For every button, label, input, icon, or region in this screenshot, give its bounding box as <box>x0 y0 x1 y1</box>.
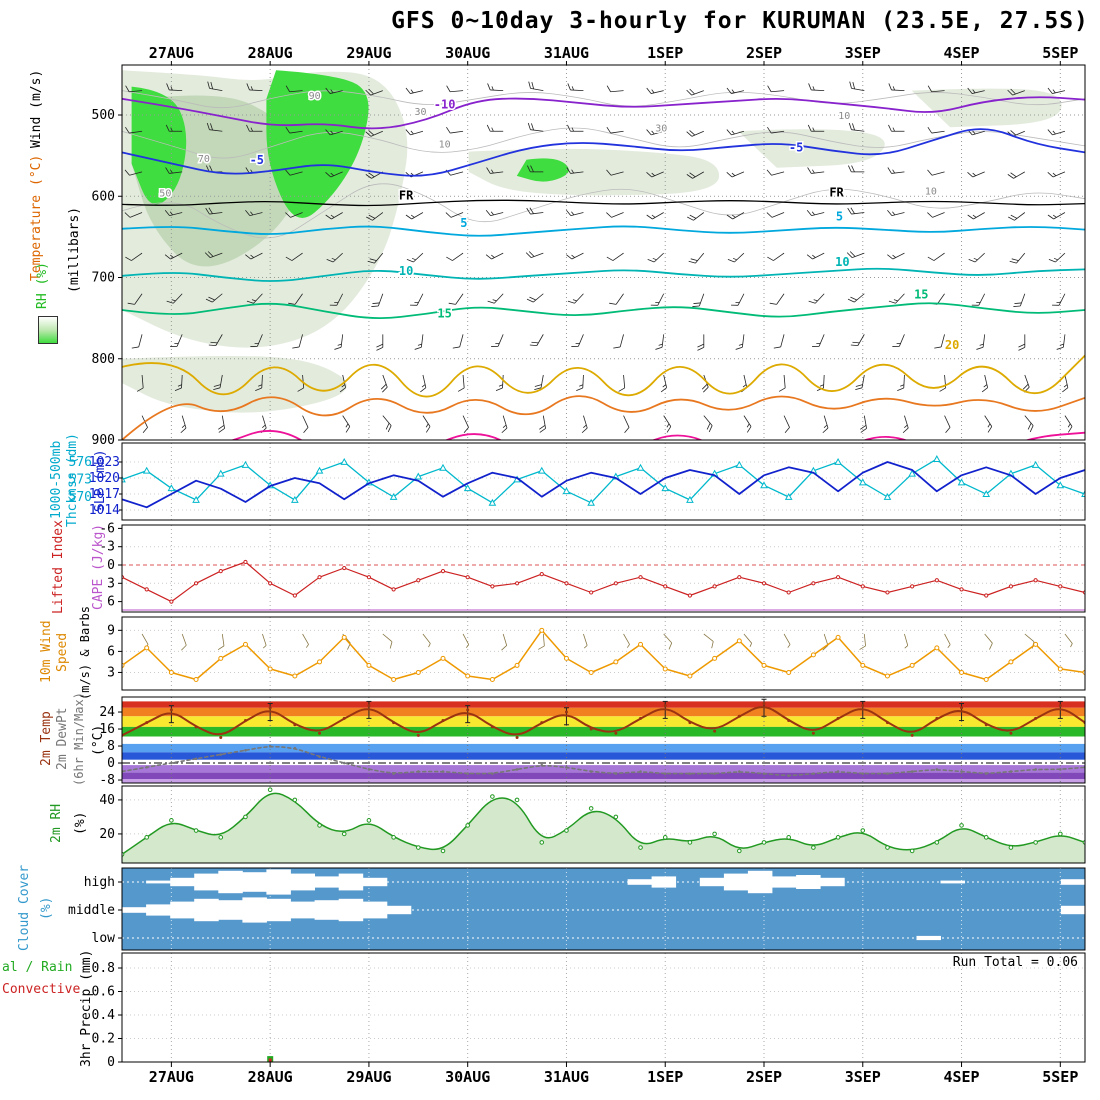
axis-label-precip-total-rain: al / Rain <box>2 960 73 975</box>
svg-text:30: 30 <box>655 123 667 134</box>
svg-text:5: 5 <box>836 210 843 224</box>
svg-text:31AUG: 31AUG <box>544 1068 589 1086</box>
svg-text:30AUG: 30AUG <box>445 1068 490 1086</box>
svg-text:700: 700 <box>92 271 115 286</box>
panel-2m-temp <box>122 697 1085 783</box>
svg-text:30: 30 <box>415 107 427 118</box>
svg-text:28AUG: 28AUG <box>248 1068 293 1086</box>
panel-slp-thickness <box>122 443 1085 520</box>
svg-text:0.6: 0.6 <box>92 985 115 1000</box>
svg-text:29AUG: 29AUG <box>346 44 391 62</box>
svg-text:1SEP: 1SEP <box>647 1068 683 1086</box>
svg-text:3: 3 <box>107 665 115 680</box>
svg-text:576: 576 <box>69 455 92 470</box>
run-total-text: Run Total = 0.06 <box>952 955 1078 970</box>
svg-text:6: 6 <box>107 595 115 610</box>
svg-text:27AUG: 27AUG <box>149 1068 194 1086</box>
svg-text:90: 90 <box>309 91 321 102</box>
svg-text:24: 24 <box>99 705 115 720</box>
svg-text:2SEP: 2SEP <box>746 1068 782 1086</box>
svg-text:10: 10 <box>439 140 451 151</box>
axis-label-precip-convective: Convective <box>2 982 81 997</box>
svg-text:high: high <box>84 875 115 890</box>
svg-text:600: 600 <box>92 189 115 204</box>
svg-text:50: 50 <box>159 188 171 199</box>
svg-text:10: 10 <box>838 111 850 122</box>
svg-text:20: 20 <box>945 338 959 352</box>
svg-text:20: 20 <box>99 827 115 842</box>
svg-text:4SEP: 4SEP <box>943 1068 979 1086</box>
panel-2m-rh <box>122 786 1085 863</box>
panel-precip <box>122 953 1085 1062</box>
svg-text:16: 16 <box>99 722 115 737</box>
svg-text:5: 5 <box>460 216 467 230</box>
svg-text:8: 8 <box>107 739 115 754</box>
svg-text:29AUG: 29AUG <box>346 1068 391 1086</box>
svg-text:5SEP: 5SEP <box>1042 1068 1078 1086</box>
svg-text:-3: -3 <box>99 540 115 555</box>
svg-text:-5: -5 <box>250 153 264 167</box>
svg-text:31AUG: 31AUG <box>544 44 589 62</box>
svg-text:1014: 1014 <box>89 503 120 518</box>
svg-text:-8: -8 <box>99 773 115 788</box>
svg-text:5SEP: 5SEP <box>1042 44 1078 62</box>
svg-text:570: 570 <box>69 490 92 505</box>
svg-text:0.2: 0.2 <box>92 1032 115 1047</box>
panel-upper-air: -10 -5 -5 FR FR 5 5 10 10 15 15 20 50 70 90 30 10 30 10 10 <box>122 65 1085 440</box>
svg-text:70: 70 <box>198 154 210 165</box>
svg-text:10: 10 <box>835 255 849 269</box>
svg-text:500: 500 <box>92 108 115 123</box>
svg-text:30AUG: 30AUG <box>445 44 490 62</box>
svg-text:1023: 1023 <box>89 455 120 470</box>
svg-text:10: 10 <box>925 187 937 198</box>
svg-text:3SEP: 3SEP <box>845 44 881 62</box>
svg-text:FR: FR <box>829 185 844 199</box>
svg-text:573: 573 <box>69 473 92 488</box>
svg-text:9: 9 <box>107 623 115 638</box>
svg-text:0: 0 <box>107 558 115 573</box>
svg-text:3SEP: 3SEP <box>845 1068 881 1086</box>
svg-text:1020: 1020 <box>89 471 120 486</box>
panel-li-cape <box>122 525 1085 612</box>
svg-text:0.4: 0.4 <box>92 1008 116 1023</box>
svg-text:middle: middle <box>68 903 115 918</box>
svg-text:4SEP: 4SEP <box>943 44 979 62</box>
svg-text:27AUG: 27AUG <box>149 44 194 62</box>
svg-text:3: 3 <box>107 576 115 591</box>
svg-text:0.8: 0.8 <box>92 961 115 976</box>
svg-text:15: 15 <box>914 288 928 302</box>
svg-text:1017: 1017 <box>89 487 120 502</box>
svg-text:0: 0 <box>107 1055 115 1070</box>
svg-text:2SEP: 2SEP <box>746 44 782 62</box>
svg-text:10: 10 <box>399 264 413 278</box>
panel-10m-wind <box>122 617 1085 690</box>
panel-cloud-cover <box>122 868 1085 950</box>
svg-text:-5: -5 <box>789 141 803 155</box>
svg-text:FR: FR <box>399 189 414 203</box>
svg-text:0: 0 <box>107 756 115 771</box>
svg-text:40: 40 <box>99 793 115 808</box>
svg-text:28AUG: 28AUG <box>248 44 293 62</box>
svg-text:800: 800 <box>92 352 115 367</box>
page-title: GFS 0~10day 3-hourly for KURUMAN (23.5E,… <box>391 8 1089 34</box>
svg-text:6: 6 <box>107 644 115 659</box>
svg-text:900: 900 <box>92 433 115 448</box>
svg-text:low: low <box>92 931 116 946</box>
svg-text:-6: -6 <box>99 521 115 536</box>
svg-text:-10: -10 <box>434 98 456 112</box>
svg-text:1SEP: 1SEP <box>647 44 683 62</box>
rh-legend-gradient <box>38 316 58 344</box>
svg-text:15: 15 <box>437 306 451 320</box>
